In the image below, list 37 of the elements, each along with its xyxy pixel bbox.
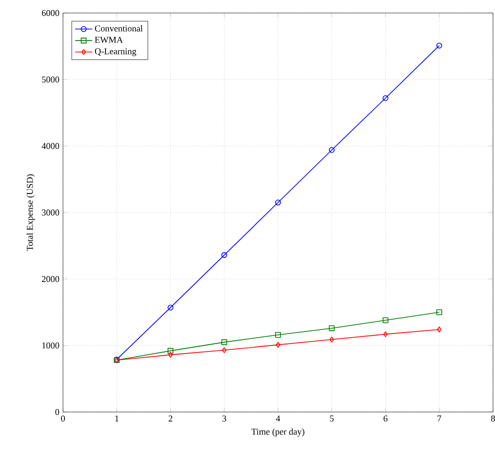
x-tick-label: 2 [168, 416, 172, 422]
x-tick-label: 4 [276, 416, 280, 422]
x-tick-label: 5 [330, 416, 334, 422]
point [276, 342, 280, 348]
point [168, 304, 174, 310]
y-tick-label: 3000 [42, 209, 60, 216]
x-tick-label: 1 [115, 416, 118, 422]
x-tick-label: 3 [222, 416, 226, 422]
point [221, 339, 228, 346]
y-tick-label: 5000 [42, 76, 60, 83]
y-axis-title: Total Expense (USD) [26, 174, 35, 251]
point [275, 332, 281, 338]
point [382, 95, 388, 102]
point [222, 347, 227, 354]
point [221, 252, 228, 258]
x-tick-label: 8 [491, 416, 495, 422]
x-tick-label: 0 [61, 416, 65, 422]
legend-label: Conventional [94, 25, 143, 32]
point [436, 309, 442, 316]
x-axis-title: Time (per day) [251, 428, 304, 437]
y-tick-label: 6000 [42, 10, 60, 16]
y-tick-label: 0 [55, 408, 60, 416]
y-tick-label: 1000 [42, 342, 60, 349]
x-tick-label: 6 [384, 416, 388, 422]
point [329, 336, 334, 342]
point [382, 317, 388, 324]
point [275, 200, 281, 206]
x-tick-label: 7 [438, 416, 442, 422]
point [328, 325, 335, 332]
point [168, 348, 174, 354]
point [328, 147, 335, 153]
legend-label: Q-Learning [94, 48, 136, 56]
legend-label: EWMA [94, 36, 123, 43]
point [383, 331, 388, 338]
y-tick-label: 2000 [42, 276, 60, 282]
y-tick-label: 4000 [42, 142, 60, 150]
point [168, 352, 173, 358]
